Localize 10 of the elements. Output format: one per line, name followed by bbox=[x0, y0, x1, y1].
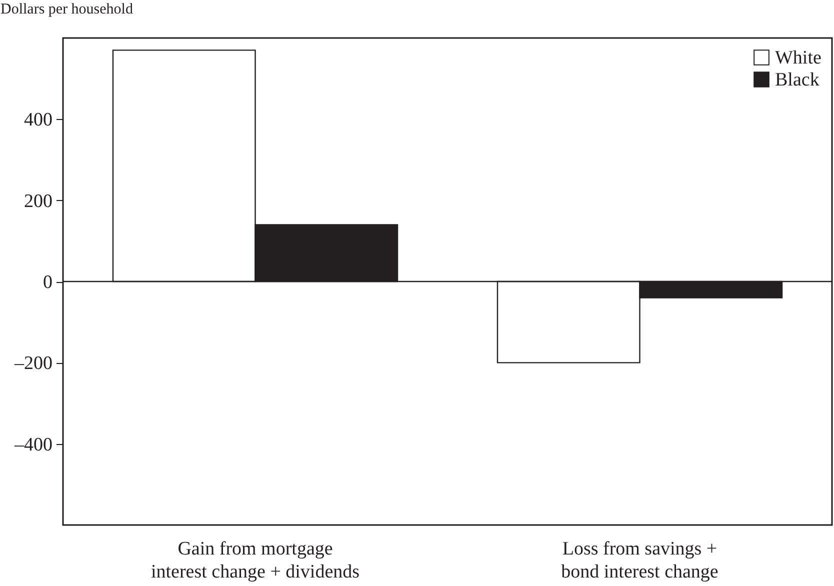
x-tick-label: Gain from mortgage interest change + dividends bbox=[150, 538, 360, 582]
legend-label: Black bbox=[775, 70, 820, 90]
y-tick-label: 200 bbox=[24, 190, 52, 212]
y-axis-title: Dollars per household bbox=[0, 2, 134, 18]
y-tick-label: 0 bbox=[43, 272, 52, 293]
y-tick-label: –200 bbox=[14, 353, 52, 374]
y-tick-label: 400 bbox=[24, 110, 52, 131]
y-tick-label: –400 bbox=[14, 434, 52, 456]
legend-label: White bbox=[775, 48, 822, 68]
x-tick-label: Loss from savings + bond interest change bbox=[561, 538, 718, 582]
